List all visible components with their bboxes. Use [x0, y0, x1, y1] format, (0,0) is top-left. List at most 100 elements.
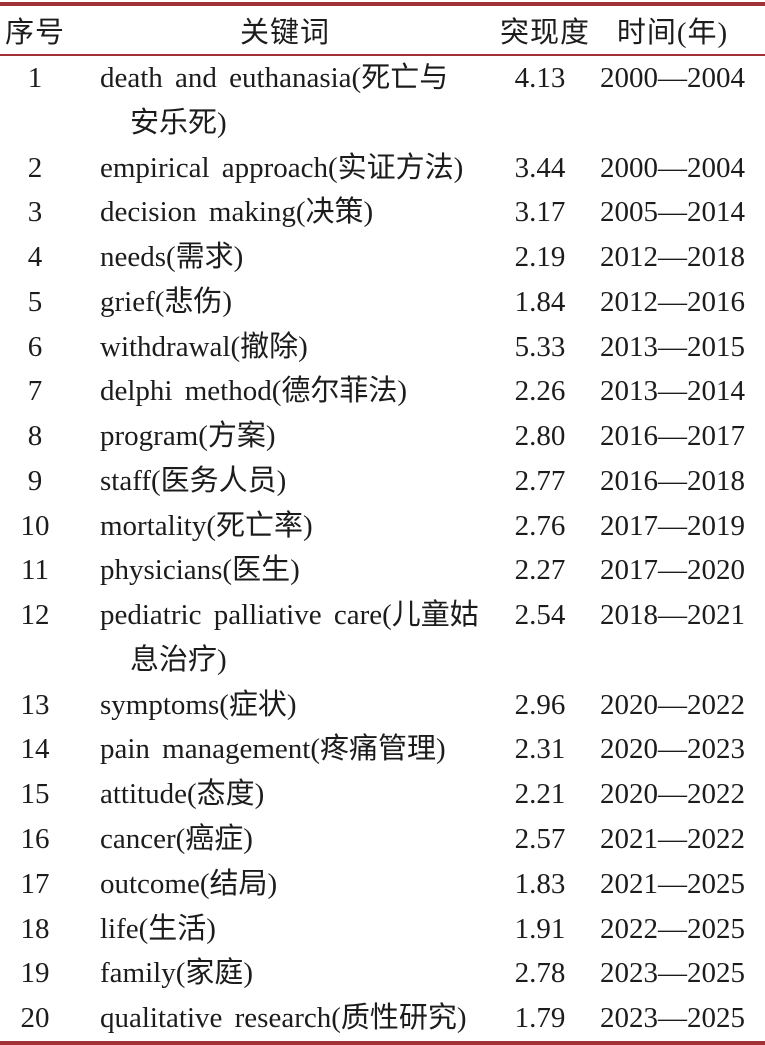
row-number-cell: 4 [27, 241, 43, 274]
time-period-cell: 2020—2022 [600, 778, 745, 811]
keyword-cell: family(家庭) [70, 951, 500, 996]
burst-strength-cell: 2.31 [514, 733, 566, 766]
table-row: 12 pediatric palliative care(儿童姑 息治疗) 2.54 2… [0, 593, 765, 683]
row-number-cell: 1 [27, 62, 43, 94]
keyword-line: withdrawal(撤除) [100, 330, 308, 363]
time-period-cell: 2017—2020 [600, 554, 745, 587]
row-number-cell: 6 [27, 330, 43, 363]
burst-strength-cell: 2.27 [514, 554, 566, 587]
col-header-period: 时间(年) [616, 17, 729, 49]
burst-strength-cell: 2.26 [514, 375, 566, 408]
burst-strength-cell: 2.54 [514, 599, 566, 632]
time-period-cell: 2020—2022 [600, 688, 745, 721]
time-period-cell: 2021—2022 [600, 823, 745, 856]
burst-strength-cell: 2.19 [514, 241, 566, 274]
time-period-cell: 2017—2019 [600, 509, 745, 542]
row-number-cell: 15 [20, 778, 50, 811]
row-number-cell: 2 [27, 151, 43, 184]
table-row: 15 attitude(态度) 2.21 2020—2022 [0, 772, 765, 817]
table-row: 17 outcome(结局) 1.83 2021—2025 [0, 862, 765, 907]
keyword-line: pediatric palliative care(儿童姑 [100, 599, 479, 632]
keyword-line: cancer(癌症) [100, 823, 253, 856]
keyword-line-continued: 息治疗) [130, 643, 227, 676]
burst-strength-cell: 1.79 [514, 1002, 566, 1035]
row-number-cell: 11 [21, 554, 49, 587]
burst-strength-cell: 1.91 [514, 912, 566, 945]
table-row: 18 life(生活) 1.91 2022—2025 [0, 907, 765, 952]
header-row: 序号 关键词 突现度 时间(年) [0, 4, 765, 55]
keyword-line: symptoms(症状) [100, 688, 297, 721]
burst-strength-cell: 2.77 [514, 464, 566, 497]
table-row: 3 decision making(决策) 3.17 2005—2014 [0, 190, 765, 235]
burst-strength-cell: 3.44 [514, 151, 566, 184]
col-header-no: 序号 [4, 17, 65, 49]
row-number-cell: 20 [20, 1002, 50, 1035]
burst-strength-cell: 1.83 [514, 867, 566, 900]
burst-strength-cell: 1.84 [514, 285, 566, 318]
row-number-cell: 18 [20, 912, 50, 945]
burst-strength-cell: 4.13 [514, 62, 566, 94]
table-row: 1 death and euthanasia(死亡与 安乐死) 4.13 2000—20… [0, 55, 765, 146]
row-number-cell: 13 [20, 688, 50, 721]
time-period-cell: 2012—2016 [600, 285, 745, 318]
keyword-cell: cancer(癌症) [70, 817, 500, 862]
burst-strength-cell: 2.57 [514, 823, 566, 856]
table-row: 6 withdrawal(撤除) 5.33 2013—2015 [0, 325, 765, 370]
table-row: 20 qualitative research(质性研究) 1.79 2023—202… [0, 996, 765, 1043]
time-period-cell: 2022—2025 [600, 912, 745, 945]
keyword-cell: death and euthanasia(死亡与 安乐死) [70, 55, 500, 146]
row-number-cell: 7 [27, 375, 43, 408]
table-row: 8 program(方案) 2.80 2016—2017 [0, 414, 765, 459]
keyword-cell: pain management(疼痛管理) [70, 727, 500, 772]
keyword-cell: life(生活) [70, 907, 500, 952]
keyword-line: decision making(决策) [100, 196, 374, 229]
row-number-cell: 19 [20, 957, 50, 990]
keyword-line: mortality(死亡率) [100, 509, 313, 542]
keyword-line: outcome(结局) [100, 867, 278, 900]
table-row: 11 physicians(医生) 2.27 2017—2020 [0, 548, 765, 593]
keyword-line: attitude(态度) [100, 778, 265, 811]
keyword-cell: physicians(医生) [70, 548, 500, 593]
time-period-cell: 2016—2017 [600, 420, 745, 453]
keyword-line: death and euthanasia(死亡与 [100, 62, 449, 94]
table-body: 1 death and euthanasia(死亡与 安乐死) 4.13 2000—20… [0, 55, 765, 1043]
keyword-cell: empirical approach(实证方法) [70, 146, 500, 191]
row-number-cell: 3 [27, 196, 43, 229]
keyword-cell: attitude(态度) [70, 772, 500, 817]
time-period-cell: 2013—2015 [600, 330, 745, 363]
time-period-cell: 2012—2018 [600, 241, 745, 274]
row-number-cell: 16 [20, 823, 50, 856]
time-period-cell: 2016—2018 [600, 464, 745, 497]
keyword-cell: grief(悲伤) [70, 280, 500, 325]
time-period-cell: 2013—2014 [600, 375, 745, 408]
keyword-line: needs(需求) [100, 241, 244, 274]
keyword-cell: pediatric palliative care(儿童姑息治疗) [70, 593, 500, 683]
row-number-cell: 10 [20, 509, 50, 542]
row-number-cell: 5 [27, 285, 43, 318]
keyword-line: empirical approach(实证方法) [100, 151, 464, 184]
table-row: 7 delphi method(德尔菲法) 2.26 2013—2014 [0, 369, 765, 414]
time-period-cell: 2023—2025 [600, 957, 745, 990]
table-row: 10 mortality(死亡率) 2.76 2017—2019 [0, 504, 765, 549]
keyword-line: program(方案) [100, 420, 276, 453]
time-period-cell: 2021—2025 [600, 867, 745, 900]
row-number-cell: 17 [20, 867, 50, 900]
keyword-cell: outcome(结局) [70, 862, 500, 907]
table-row: 2 empirical approach(实证方法) 3.44 2000—2004 [0, 146, 765, 191]
table-row: 9 staff(医务人员) 2.77 2016—2018 [0, 459, 765, 504]
keyword-cell: delphi method(德尔菲法) [70, 369, 500, 414]
keyword-line: staff(医务人员) [100, 464, 287, 497]
keyword-line: pain management(疼痛管理) [100, 733, 446, 766]
burst-strength-cell: 2.96 [514, 688, 566, 721]
table-row: 16 cancer(癌症) 2.57 2021—2022 [0, 817, 765, 862]
table-row: 4 needs(需求) 2.19 2012—2018 [0, 235, 765, 280]
keyword-line: qualitative research(质性研究) [100, 1002, 467, 1035]
burst-strength-cell: 2.80 [514, 420, 566, 453]
keyword-cell: mortality(死亡率) [70, 504, 500, 549]
keyword-line: delphi method(德尔菲法) [100, 375, 408, 408]
keyword-cell: withdrawal(撤除) [70, 325, 500, 370]
keyword-line: grief(悲伤) [100, 285, 233, 318]
time-period-cell: 2020—2023 [600, 733, 745, 766]
